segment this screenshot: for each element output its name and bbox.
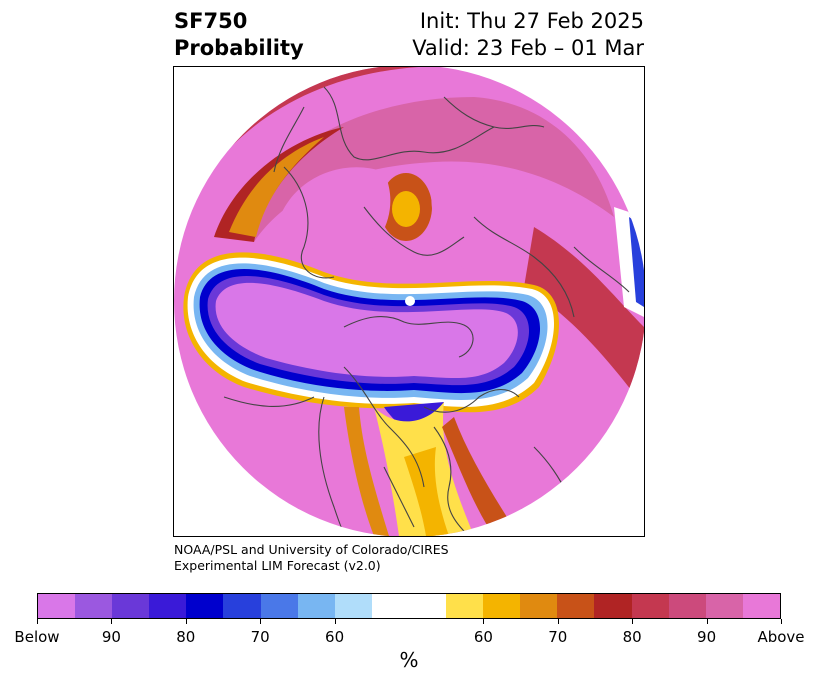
red-strip-east <box>524 227 644 407</box>
colorbar-tick-label: 60 <box>325 628 345 646</box>
colorbar-swatch <box>520 594 558 618</box>
colorbar-tick-label: Above <box>757 628 805 646</box>
colorbar-swatch <box>186 594 224 618</box>
colorbar-tick-label: 80 <box>622 628 642 646</box>
colorbar-swatch <box>371 594 409 618</box>
below-max-zone <box>215 282 518 379</box>
probability-field <box>174 67 644 536</box>
colorbar-swatch <box>668 594 706 618</box>
colorbar-swatch <box>705 594 743 618</box>
colorbar-swatch <box>223 594 261 618</box>
colorbar-swatch <box>260 594 298 618</box>
colorbar-tickmark <box>37 619 38 624</box>
colorbar-tick-label: 90 <box>101 628 121 646</box>
colorbar-tick-label: 70 <box>548 628 568 646</box>
orange-strip-southwest <box>344 407 389 536</box>
colorbar-swatch <box>483 594 521 618</box>
gold-strip-south <box>404 447 449 536</box>
colorbar-swatch <box>742 594 780 618</box>
colorbar-swatch <box>557 594 595 618</box>
title-variable: SF750 <box>174 9 248 33</box>
orange-blob-inner <box>392 191 420 227</box>
colorbar-swatch <box>75 594 113 618</box>
colorbar-swatch <box>334 594 372 618</box>
colorbar-unit: % <box>399 648 419 672</box>
colorbar-tick-label: 90 <box>697 628 717 646</box>
map-title: SF750 Probability <box>174 8 304 62</box>
colorbar-tickmark <box>706 619 708 624</box>
colorbar-swatch <box>112 594 150 618</box>
pole-marker <box>405 296 415 306</box>
colorbar-tick-label: Below <box>14 628 60 646</box>
colorbar-tick-label: 70 <box>250 628 270 646</box>
colorbar-swatch <box>149 594 187 618</box>
colorbar-tickmark <box>334 619 336 624</box>
colorbar-tickmark <box>260 619 262 624</box>
colorbar <box>37 593 781 619</box>
colorbar-tickmark <box>185 619 187 624</box>
colorbar-tick-label: 60 <box>473 628 493 646</box>
colorbar-tickmark <box>111 619 113 624</box>
valid-range: Valid: 23 Feb – 01 Mar <box>412 36 644 60</box>
colorbar-tickmark <box>483 619 485 624</box>
colorbar-tick-label: 80 <box>176 628 196 646</box>
init-date: Init: Thu 27 Feb 2025 <box>419 9 644 33</box>
colorbar-swatch <box>594 594 632 618</box>
above-60-zone <box>229 137 324 237</box>
credit-text: NOAA/PSL and University of Colorado/CIRE… <box>174 542 449 574</box>
credit-line-2: Experimental LIM Forecast (v2.0) <box>174 558 381 573</box>
colorbar-swatch <box>631 594 669 618</box>
colorbar-tickmark <box>557 619 559 624</box>
colorbar-swatch <box>446 594 484 618</box>
colorbar-tickmark <box>632 619 634 624</box>
colorbar-swatch <box>408 594 447 618</box>
orange-strip-southeast <box>442 417 519 536</box>
colorbar-tickmark <box>781 619 782 624</box>
polar-map <box>173 66 645 537</box>
credit-line-1: NOAA/PSL and University of Colorado/CIRE… <box>174 542 449 557</box>
colorbar-swatch <box>38 594 76 618</box>
colorbar-swatch <box>297 594 335 618</box>
title-quantity: Probability <box>174 36 304 60</box>
forecast-dates: Init: Thu 27 Feb 2025 Valid: 23 Feb – 01… <box>412 8 644 62</box>
